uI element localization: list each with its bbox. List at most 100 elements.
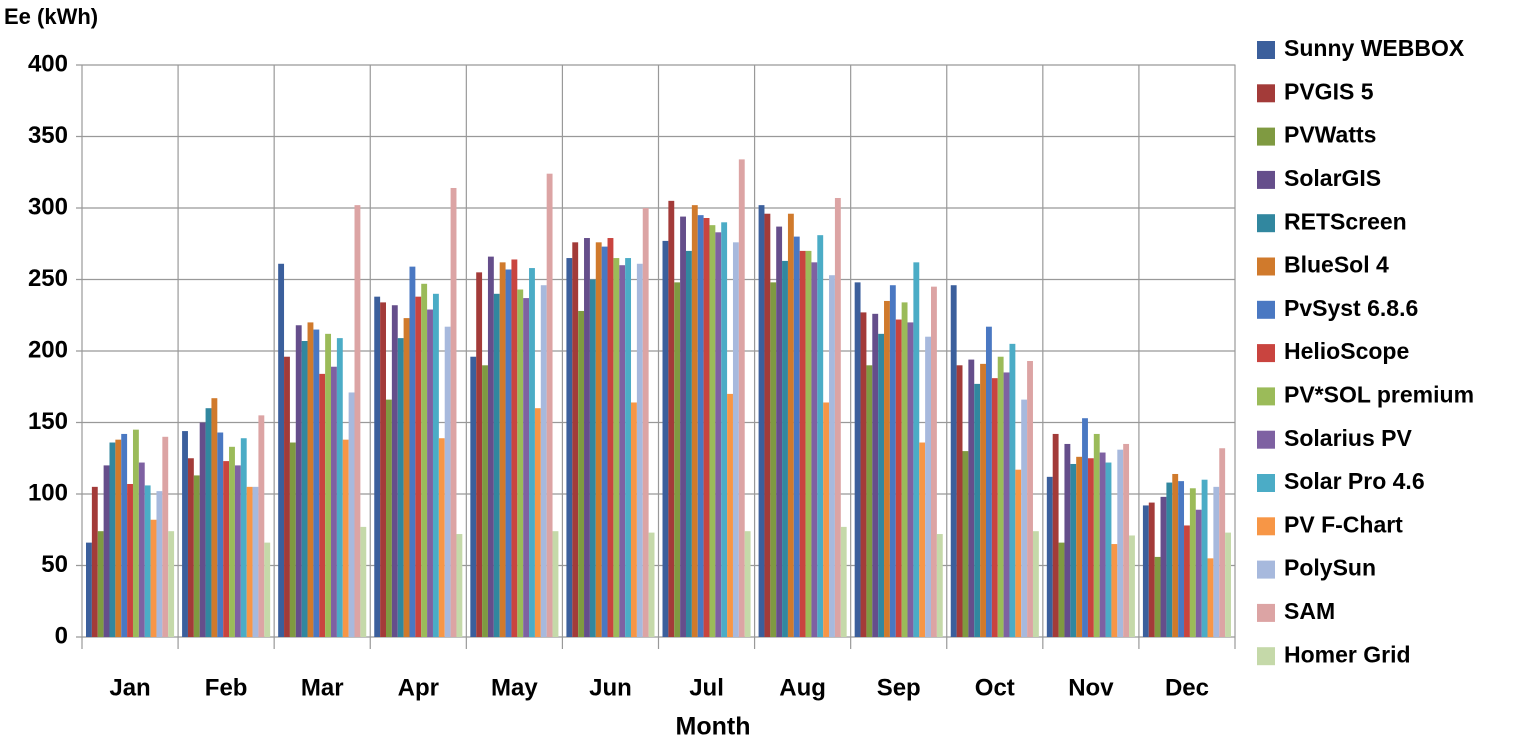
bar bbox=[499, 262, 506, 637]
x-tick-label: Jun bbox=[589, 674, 632, 701]
bar bbox=[1046, 476, 1053, 637]
bar bbox=[1129, 535, 1135, 637]
x-tick-label: Sep bbox=[877, 674, 921, 701]
bar bbox=[793, 236, 800, 637]
legend-swatch bbox=[1257, 214, 1275, 233]
bar bbox=[336, 338, 343, 637]
y-tick-label: 100 bbox=[28, 479, 68, 506]
bar bbox=[223, 461, 230, 637]
x-axis-title: Month bbox=[676, 713, 751, 741]
bar bbox=[1189, 488, 1196, 637]
bar bbox=[1166, 482, 1173, 637]
bar bbox=[595, 242, 602, 637]
bar bbox=[738, 159, 745, 637]
bar bbox=[258, 415, 265, 637]
bar bbox=[482, 365, 488, 637]
bar bbox=[1213, 486, 1220, 637]
bar bbox=[552, 531, 559, 637]
legend-swatch bbox=[1257, 300, 1275, 319]
x-tick-label: May bbox=[491, 674, 538, 701]
bar bbox=[642, 208, 649, 637]
bar bbox=[1076, 456, 1083, 637]
bar bbox=[1032, 531, 1039, 637]
bar bbox=[1148, 502, 1155, 637]
bar bbox=[1105, 462, 1112, 637]
bar bbox=[764, 213, 771, 637]
bar bbox=[811, 262, 818, 637]
legend-swatch bbox=[1257, 603, 1275, 622]
y-axis-title: Ee (kWh) bbox=[4, 4, 98, 29]
bar bbox=[985, 326, 992, 637]
bar bbox=[776, 226, 783, 637]
legend-swatch bbox=[1257, 41, 1275, 59]
bar bbox=[144, 485, 151, 637]
bar bbox=[199, 422, 206, 637]
legend-swatch bbox=[1257, 344, 1275, 363]
bar bbox=[925, 336, 932, 637]
legend-label: SAM bbox=[1284, 598, 1335, 624]
bar bbox=[391, 305, 398, 637]
x-tick-label: Jul bbox=[689, 674, 724, 701]
bar bbox=[703, 218, 710, 637]
bar bbox=[572, 242, 579, 637]
bar bbox=[919, 442, 926, 637]
legend-swatch bbox=[1257, 170, 1275, 189]
bar bbox=[1219, 448, 1226, 637]
y-tick-label: 150 bbox=[28, 408, 68, 435]
bar bbox=[517, 289, 524, 637]
bar bbox=[648, 532, 655, 637]
y-tick-label: 0 bbox=[55, 622, 68, 649]
bar bbox=[685, 250, 692, 637]
bar bbox=[668, 200, 675, 637]
bar bbox=[1087, 458, 1094, 637]
bar bbox=[162, 436, 169, 637]
legend-swatch bbox=[1257, 560, 1275, 579]
bar bbox=[444, 326, 451, 637]
bar bbox=[313, 329, 320, 637]
y-tick-label: 400 bbox=[28, 50, 68, 77]
bar bbox=[240, 438, 247, 637]
bar bbox=[132, 429, 139, 637]
bar bbox=[534, 408, 541, 637]
x-tick-label: Feb bbox=[205, 674, 248, 701]
bar bbox=[1064, 443, 1071, 637]
bar bbox=[962, 451, 969, 637]
bar bbox=[744, 531, 751, 637]
bar bbox=[289, 442, 296, 637]
bar bbox=[840, 526, 847, 637]
legend-swatch bbox=[1257, 127, 1275, 146]
bar bbox=[601, 246, 608, 638]
bar bbox=[403, 318, 410, 637]
bar bbox=[182, 431, 188, 637]
bar bbox=[631, 402, 637, 637]
legend-label: BlueSol 4 bbox=[1284, 252, 1389, 278]
x-tick-label: Aug bbox=[779, 674, 826, 701]
legend-swatch bbox=[1257, 517, 1275, 536]
y-tick-label: 250 bbox=[28, 265, 68, 292]
legend-swatch bbox=[1257, 474, 1275, 492]
bar bbox=[991, 378, 998, 637]
bar bbox=[968, 359, 975, 637]
bar bbox=[168, 531, 175, 637]
bar bbox=[505, 269, 512, 637]
bar bbox=[374, 296, 381, 637]
bar bbox=[91, 486, 98, 637]
legend-label: PV F-Chart bbox=[1284, 511, 1403, 537]
bar bbox=[109, 442, 116, 637]
bar bbox=[936, 534, 943, 637]
bar bbox=[546, 173, 553, 637]
legend-label: HelioScope bbox=[1284, 338, 1409, 364]
bar bbox=[415, 296, 422, 637]
bar bbox=[931, 286, 937, 637]
bar bbox=[319, 373, 326, 637]
bar bbox=[1123, 443, 1130, 637]
bar bbox=[619, 265, 626, 637]
bar bbox=[817, 235, 824, 638]
bar bbox=[691, 205, 698, 637]
bar bbox=[950, 285, 957, 637]
bar bbox=[438, 438, 445, 637]
bar bbox=[156, 491, 163, 637]
bar bbox=[636, 263, 643, 637]
legend-label: Solarius PV bbox=[1284, 425, 1412, 451]
bar bbox=[1142, 505, 1149, 637]
